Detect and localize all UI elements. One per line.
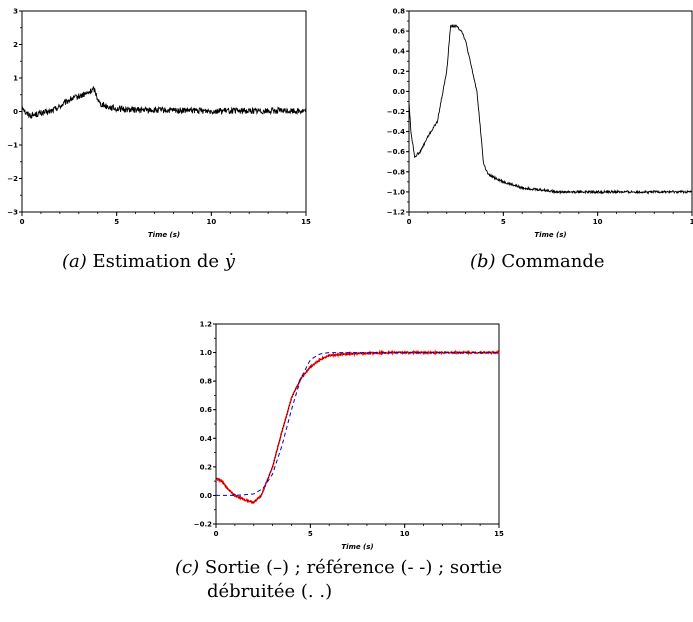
- y-tick-label-b-5: −0.2: [387, 108, 405, 116]
- y-tick-label-c-4: 0.6: [200, 406, 213, 414]
- y-tick-label-c-7: 1.2: [200, 321, 213, 329]
- y-tick-label-a-5: 2: [13, 41, 18, 49]
- caption-c-label: (c): [175, 557, 199, 578]
- x-tick-label-c-0: 0: [214, 530, 219, 538]
- x-tick-label-c-3: 15: [494, 530, 504, 538]
- y-tick-label-b-7: 0.2: [393, 68, 406, 76]
- y-tick-label-a-6: 3: [13, 8, 18, 16]
- x-tick-label-a-2: 10: [206, 218, 216, 226]
- y-tick-label-b-0: −1.2: [387, 209, 405, 217]
- caption-b-text: Commande: [501, 251, 604, 272]
- caption-a-text: Estimation de: [93, 251, 225, 272]
- plot-frame-b: [409, 11, 692, 212]
- y-tick-label-a-0: −3: [7, 209, 18, 217]
- y-tick-label-c-6: 1.0: [200, 349, 213, 357]
- x-tick-label-a-3: 15: [301, 218, 311, 226]
- y-tick-label-b-1: −1.0: [387, 188, 405, 196]
- y-tick-label-a-4: 1: [13, 75, 18, 83]
- x-axis-label-c: Time (s): [341, 543, 373, 551]
- y-tick-label-c-1: 0.0: [200, 492, 213, 500]
- caption-c: (c) Sortie (–) ; référence (- -) ; sorti…: [175, 556, 502, 604]
- y-tick-label-a-3: 0: [13, 108, 18, 116]
- caption-c-line1: Sortie (–) ; référence (- -) ; sortie: [205, 557, 502, 578]
- x-tick-label-b-0: 0: [407, 218, 412, 226]
- y-tick-label-b-8: 0.4: [393, 48, 406, 56]
- x-tick-label-c-2: 10: [400, 530, 410, 538]
- caption-a-label: (a): [62, 251, 87, 272]
- chart-a: 0 5 10 15 −3 −2 −1 0 1 2 3 Time (s): [7, 8, 311, 240]
- x-tick-label-b-3: 1: [690, 218, 693, 226]
- x-tick-label-c-1: 5: [308, 530, 313, 538]
- x-tick-label-a-0: 0: [20, 218, 25, 226]
- y-tick-label-c-5: 0.8: [200, 378, 213, 386]
- caption-a: (a) Estimation de ẏ: [62, 250, 235, 274]
- caption-c-line2: débruitée (. .): [175, 581, 332, 602]
- caption-a-math: ẏ: [225, 251, 235, 272]
- y-tick-label-c-3: 0.4: [200, 435, 213, 443]
- y-tick-label-a-2: −1: [7, 142, 18, 150]
- x-tick-label-b-2: 10: [593, 218, 603, 226]
- chart-b: 0 5 10 1 −1.2 −1.0 −0.8 −0.6 −0.4 −0.2 0.0 0.2 0.4 0.…: [387, 8, 693, 240]
- x-axis-label-b: Time (s): [534, 231, 566, 239]
- x-axis-label-a: Time (s): [148, 231, 180, 239]
- caption-b-label: (b): [470, 251, 496, 272]
- chart-c: 0 5 10 15 −0.2 0.0 0.2 0.4 0.6 0.8 1.0 1.2 Time (s): [194, 321, 504, 552]
- y-tick-label-b-3: −0.6: [387, 148, 405, 156]
- x-tick-label-b-1: 5: [501, 218, 506, 226]
- x-tick-label-a-1: 5: [114, 218, 119, 226]
- y-tick-label-b-4: −0.4: [387, 128, 405, 136]
- series-line-b-0: [409, 25, 692, 193]
- caption-b: (b) Commande: [470, 250, 605, 274]
- series-line-c-0: [216, 352, 499, 503]
- y-tick-label-c-2: 0.2: [200, 463, 213, 471]
- series-line-a-0: [22, 87, 306, 119]
- series-line-c-2: [216, 353, 499, 496]
- y-tick-label-b-2: −0.8: [387, 168, 405, 176]
- y-tick-label-b-6: 0.0: [393, 88, 406, 96]
- y-tick-label-c-0: −0.2: [194, 521, 212, 529]
- y-tick-label-a-1: −2: [7, 175, 18, 183]
- y-tick-label-b-9: 0.6: [393, 28, 406, 36]
- y-tick-label-b-10: 0.8: [393, 8, 406, 16]
- series-line-c-1: [216, 353, 499, 503]
